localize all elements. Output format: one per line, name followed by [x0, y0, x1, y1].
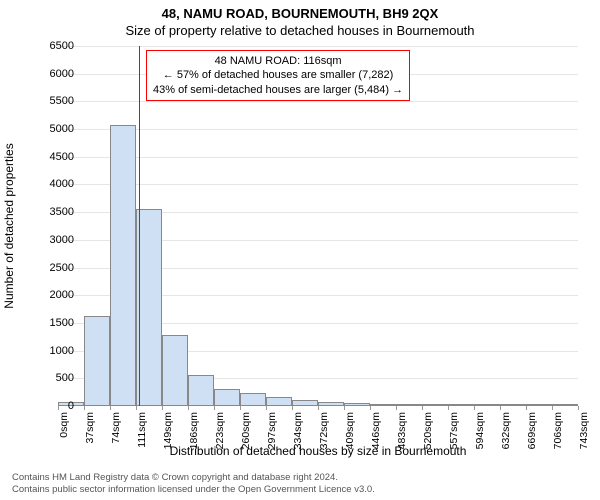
x-tick: [318, 406, 319, 410]
x-tick: [552, 406, 553, 410]
y-tick-label: 6000: [34, 68, 74, 80]
property-marker-line: [139, 46, 140, 406]
x-tick-label: 149sqm: [162, 412, 174, 452]
x-tick-label: 0sqm: [58, 412, 70, 452]
y-tick-label: 5500: [34, 95, 74, 107]
annotation-box: 48 NAMU ROAD: 116sqm← 57% of detached ho…: [146, 50, 410, 101]
x-tick-label: 743sqm: [578, 412, 590, 452]
y-tick-label: 0: [34, 400, 74, 412]
chart-title-subtitle: Size of property relative to detached ho…: [0, 21, 600, 38]
grid-line: [58, 101, 578, 102]
y-tick-label: 2500: [34, 262, 74, 274]
histogram-bar: [448, 404, 473, 406]
x-tick-label: 409sqm: [344, 412, 356, 452]
chart-title-address: 48, NAMU ROAD, BOURNEMOUTH, BH9 2QX: [0, 0, 600, 21]
x-tick-label: 37sqm: [84, 412, 96, 452]
x-tick-label: 669sqm: [526, 412, 538, 452]
x-tick-label: 520sqm: [422, 412, 434, 452]
x-tick: [422, 406, 423, 410]
y-tick-label: 1000: [34, 345, 74, 357]
histogram-bar: [370, 404, 395, 406]
histogram-bar: [474, 404, 499, 406]
x-tick-label: 372sqm: [318, 412, 330, 452]
annotation-line3: 43% of semi-detached houses are larger (…: [153, 83, 403, 97]
histogram-bar: [188, 375, 213, 406]
histogram-bar: [240, 393, 265, 406]
x-tick-label: 74sqm: [110, 412, 122, 452]
histogram-bar: [344, 403, 369, 406]
x-tick-label: 632sqm: [500, 412, 512, 452]
x-tick-label: 111sqm: [136, 412, 148, 452]
footer-line1: Contains HM Land Registry data © Crown c…: [12, 472, 375, 484]
x-tick: [370, 406, 371, 410]
x-tick-label: 223sqm: [214, 412, 226, 452]
histogram-bar: [266, 397, 291, 406]
chart-container: 48, NAMU ROAD, BOURNEMOUTH, BH9 2QX Size…: [0, 0, 600, 500]
grid-line: [58, 129, 578, 130]
x-tick-label: 297sqm: [266, 412, 278, 452]
x-tick: [500, 406, 501, 410]
x-tick: [162, 406, 163, 410]
histogram-bar: [214, 389, 239, 406]
x-tick-label: 706sqm: [552, 412, 564, 452]
annotation-line2: ← 57% of detached houses are smaller (7,…: [153, 68, 403, 82]
y-tick-label: 500: [34, 372, 74, 384]
x-tick-label: 186sqm: [188, 412, 200, 452]
grid-line: [58, 184, 578, 185]
x-tick: [474, 406, 475, 410]
y-tick-label: 3500: [34, 206, 74, 218]
x-tick-label: 260sqm: [240, 412, 252, 452]
x-tick: [136, 406, 137, 410]
x-tick: [240, 406, 241, 410]
x-tick: [84, 406, 85, 410]
plot-area: 48 NAMU ROAD: 116sqm← 57% of detached ho…: [58, 46, 578, 406]
x-tick: [188, 406, 189, 410]
y-tick-label: 1500: [34, 317, 74, 329]
x-tick-label: 334sqm: [292, 412, 304, 452]
histogram-bar: [110, 125, 135, 406]
x-tick: [292, 406, 293, 410]
x-tick: [526, 406, 527, 410]
histogram-bar: [84, 316, 109, 406]
y-tick-label: 5000: [34, 123, 74, 135]
annotation-line1: 48 NAMU ROAD: 116sqm: [153, 54, 403, 68]
x-tick: [448, 406, 449, 410]
y-axis-label: Number of detached properties: [2, 46, 18, 406]
y-tick-label: 4500: [34, 151, 74, 163]
x-tick-label: 446sqm: [370, 412, 382, 452]
histogram-bar: [318, 402, 343, 406]
grid-line: [58, 46, 578, 47]
y-tick-label: 3000: [34, 234, 74, 246]
grid-line: [58, 157, 578, 158]
footer-line2: Contains public sector information licen…: [12, 484, 375, 496]
x-tick: [266, 406, 267, 410]
x-tick: [344, 406, 345, 410]
histogram-bar: [526, 404, 551, 406]
histogram-bar: [552, 404, 577, 406]
x-tick-label: 557sqm: [448, 412, 460, 452]
histogram-bar: [422, 404, 447, 406]
x-tick: [110, 406, 111, 410]
x-tick: [396, 406, 397, 410]
footer-attribution: Contains HM Land Registry data © Crown c…: [12, 472, 375, 496]
x-tick: [214, 406, 215, 410]
histogram-bar: [396, 404, 421, 406]
histogram-bar: [500, 404, 525, 406]
y-tick-label: 6500: [34, 40, 74, 52]
x-tick-label: 483sqm: [396, 412, 408, 452]
x-tick-label: 594sqm: [474, 412, 486, 452]
histogram-bar: [162, 335, 187, 406]
histogram-bar: [292, 400, 317, 406]
y-tick-label: 4000: [34, 178, 74, 190]
x-tick: [578, 406, 579, 410]
y-tick-label: 2000: [34, 289, 74, 301]
